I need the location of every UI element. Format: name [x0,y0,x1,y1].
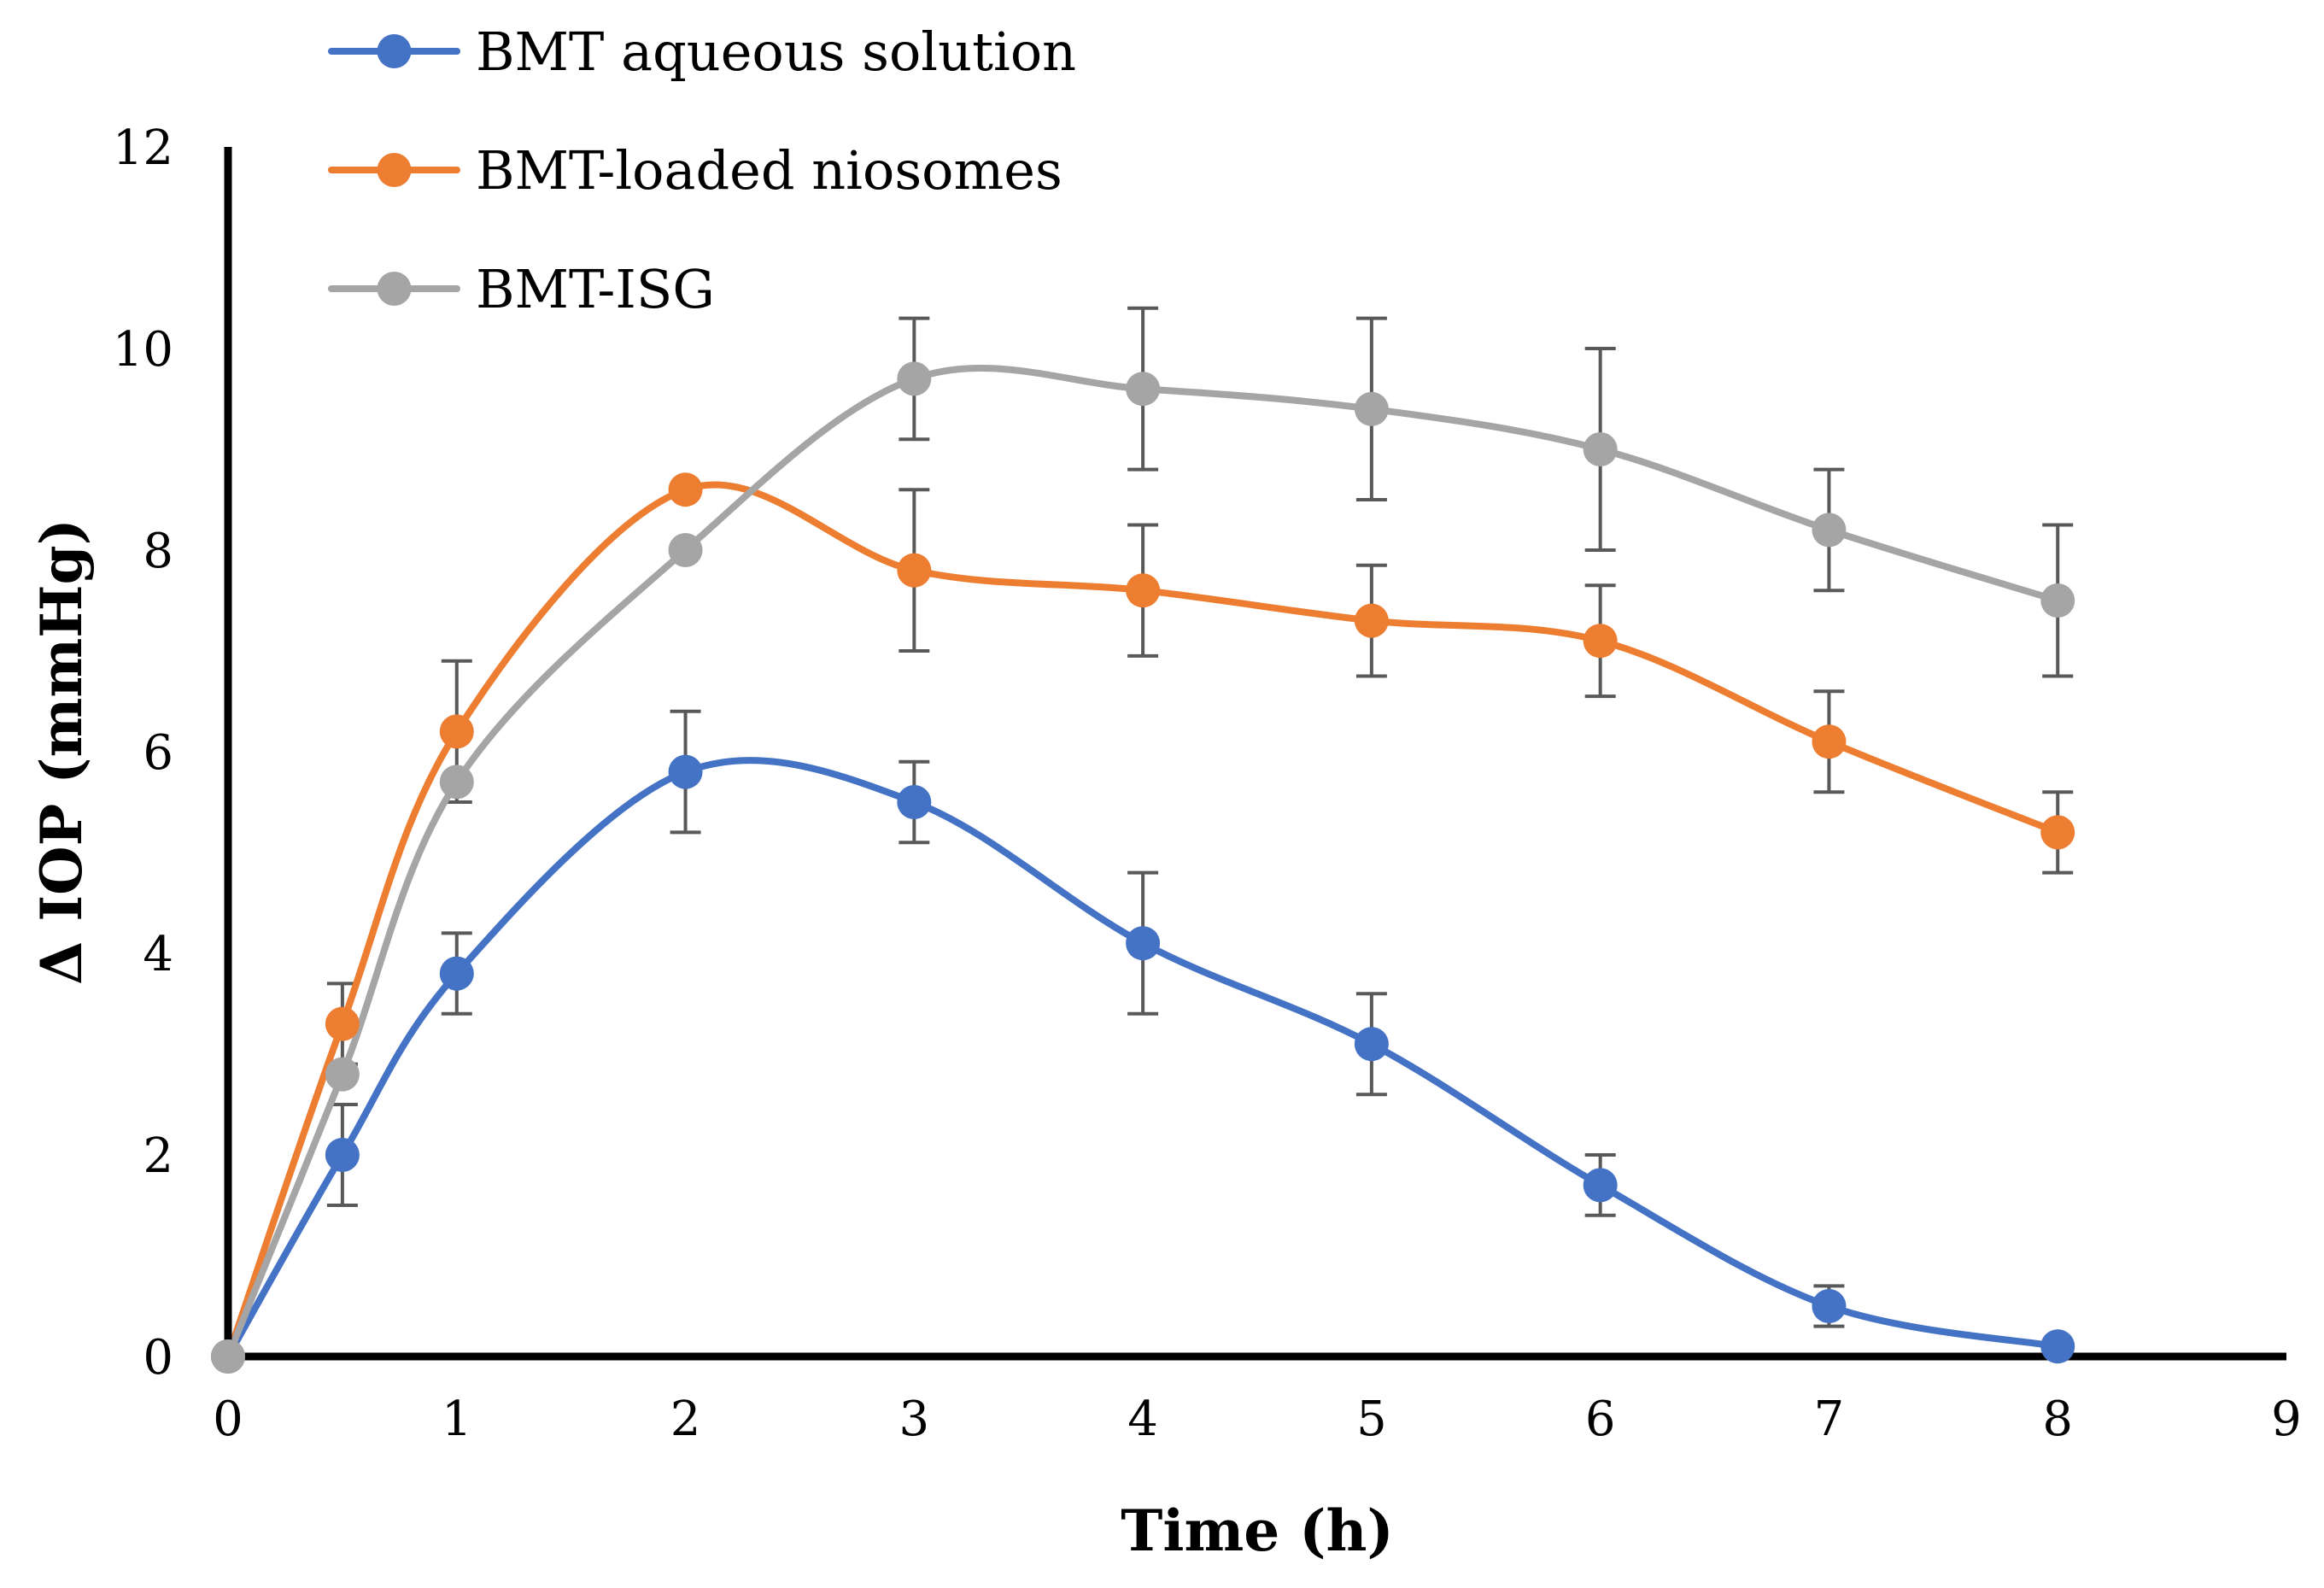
legend-label: BMT aqueous solution [476,21,1076,83]
y-tick-label: 0 [143,1330,173,1386]
data-point [325,1057,360,1092]
data-point [1354,391,1389,426]
data-point [1354,603,1389,638]
series-line [225,757,2062,1360]
x-tick-label: 7 [1814,1392,1845,1447]
y-tick-label: 6 [143,725,173,781]
legend-label: BMT-ISG [476,258,715,320]
y-tick-label: 4 [143,927,173,982]
data-point [325,1138,360,1172]
x-tick-label: 6 [1585,1392,1616,1447]
data-point [668,754,703,789]
data-point [1583,624,1618,659]
data-point [1812,513,1847,548]
data-point [2040,1329,2075,1364]
legend-marker [377,34,412,68]
legend-item: BMT aqueous solution [328,21,1076,83]
data-point [1126,573,1161,608]
data-point [897,553,932,588]
legend-marker [377,272,412,306]
x-tick-label: 3 [899,1392,930,1447]
axes-layer [224,147,2286,1361]
x-tick-label: 4 [1127,1392,1158,1447]
legend-item: BMT-loaded niosomes [328,139,1062,202]
y-axis-title: Δ IOP (mmHg) [28,519,95,985]
data-point [439,956,474,991]
legend-label: BMT-loaded niosomes [476,139,1062,202]
data-point [439,714,474,749]
data-point [897,361,932,396]
legend: BMT aqueous solution BMT-loaded niosomes B… [328,21,1076,320]
x-axis-title: Time (h) [1121,1497,1393,1564]
data-points [211,361,2075,1374]
data-point [211,1339,245,1374]
y-tick-label: 8 [143,524,173,579]
data-point [1583,1168,1618,1203]
data-point [1126,372,1161,407]
x-tick-label: 2 [670,1392,701,1447]
data-point [2040,815,2075,850]
y-tick-label: 12 [113,120,173,176]
data-point [439,765,474,800]
y-tick-label: 10 [113,322,173,378]
data-point [668,472,703,507]
data-point [1812,1289,1847,1323]
data-point [668,533,703,567]
legend-item: BMT-ISG [328,258,715,320]
data-point [1812,724,1847,759]
legend-marker [377,153,412,187]
data-point [1354,1027,1389,1062]
series-line [225,364,2062,1360]
data-point [1583,432,1618,466]
x-tick-label: 9 [2271,1392,2302,1447]
y-tick-label: 2 [143,1128,173,1184]
data-point [2040,583,2075,618]
series-line [225,481,2062,1360]
series-layer [225,306,2074,1360]
x-tick-label: 1 [442,1392,472,1447]
x-tick-label: 8 [2042,1392,2073,1447]
x-tick-label: 5 [1356,1392,1387,1447]
data-point [897,785,932,819]
x-tick-label: 0 [213,1392,243,1447]
data-point [1126,926,1161,961]
data-point [325,1006,360,1041]
